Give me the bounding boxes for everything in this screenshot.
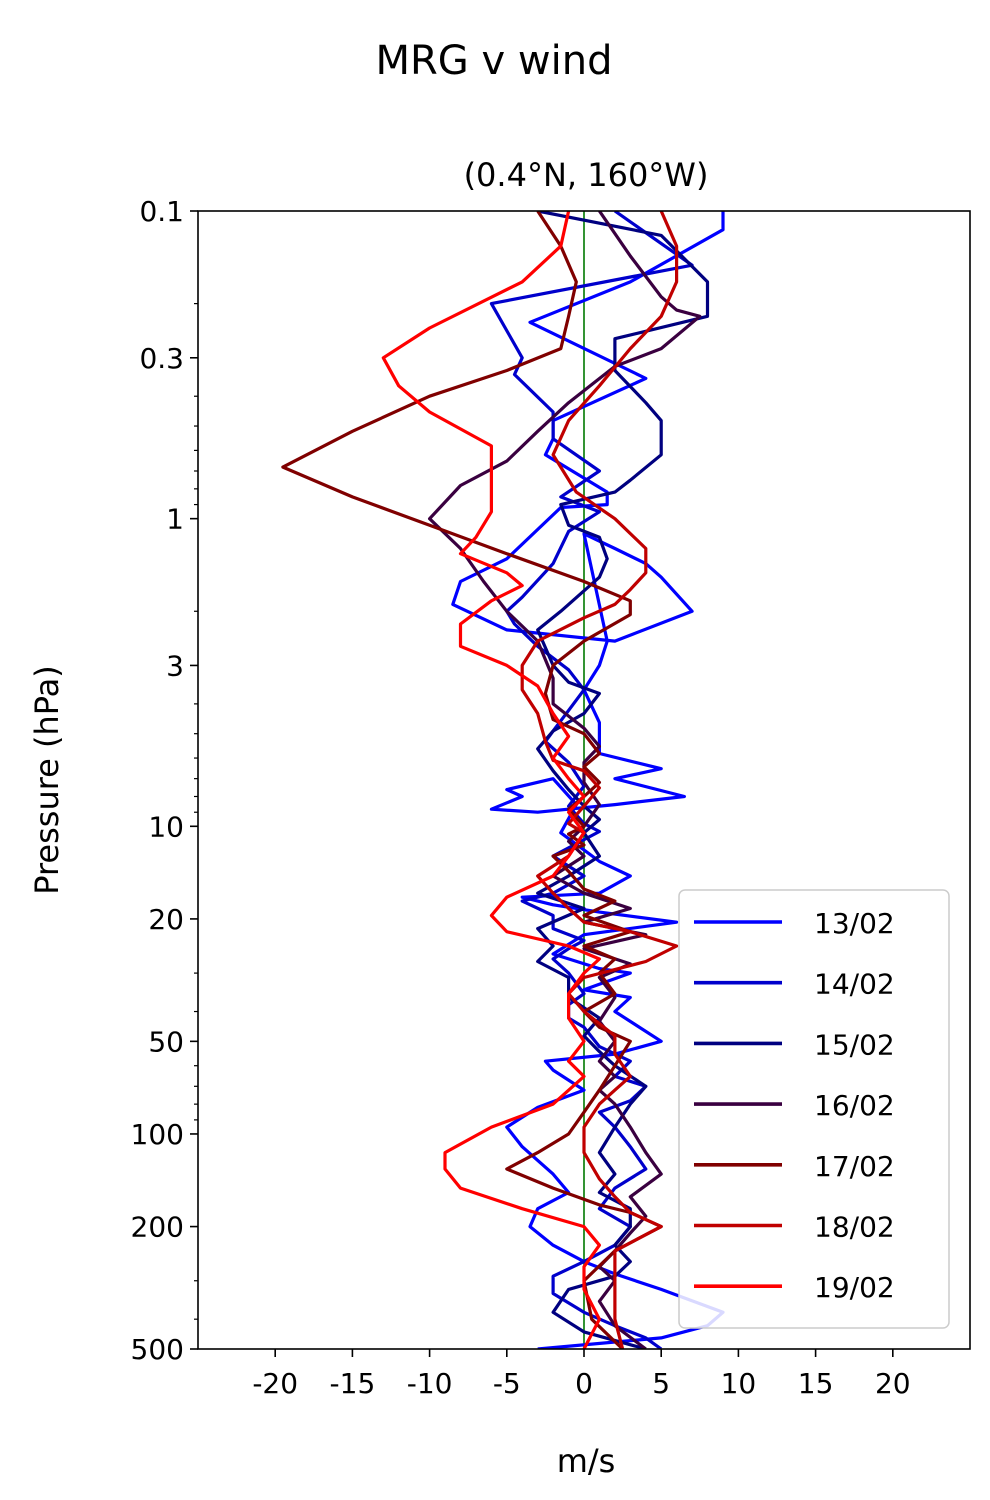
y-tick-label: 10 [148,810,184,843]
x-tick-label: -5 [493,1367,521,1400]
y-tick-label: 50 [148,1025,184,1058]
chart-title: (0.4°N, 160°W) [464,156,709,194]
legend-label: 14/02 [814,968,895,1001]
x-tick-label: -20 [252,1367,298,1400]
y-tick-label: 1 [166,503,184,536]
y-tick-label: 100 [131,1118,184,1151]
series-layer [281,211,725,1349]
y-tick-label: 0.3 [139,342,184,375]
x-tick-label: -15 [330,1367,376,1400]
legend-box [678,889,950,1329]
legend-label: 18/02 [814,1211,895,1244]
legend-label: 19/02 [814,1271,895,1304]
y-tick-label: 20 [148,903,184,936]
x-axis-label: m/s [557,1442,616,1480]
legend: 13/02 14/02 15/02 16/02 17/02 18/02 19/02 [678,889,950,1329]
x-tick-label: 10 [721,1367,757,1400]
legend-label: 13/02 [814,907,895,940]
x-tick-label: 20 [875,1367,911,1400]
y-tick-label: 3 [166,649,184,682]
legend-label: 15/02 [814,1028,895,1061]
x-tick-label: 0 [575,1367,593,1400]
series-line-7 [381,211,602,1349]
series-line-5 [281,211,663,1349]
x-tick-label: -10 [407,1367,453,1400]
chart-suptitle: MRG v wind [376,38,613,84]
axes-layer: -20 -15 -10 -5 0 5 10 15 20 0.1 0.3 1 3 10 20 50 100 200 5… [131,195,971,1400]
legend-label: 17/02 [814,1150,895,1183]
y-tick-label: 500 [131,1333,184,1366]
x-tick-label: 5 [652,1367,670,1400]
y-tick-label: 200 [131,1211,184,1244]
y-tick-label: 0.1 [139,195,184,228]
y-axis-label: Pressure (hPa) [28,665,66,895]
legend-label: 16/02 [814,1089,895,1122]
x-tick-label: 15 [798,1367,834,1400]
